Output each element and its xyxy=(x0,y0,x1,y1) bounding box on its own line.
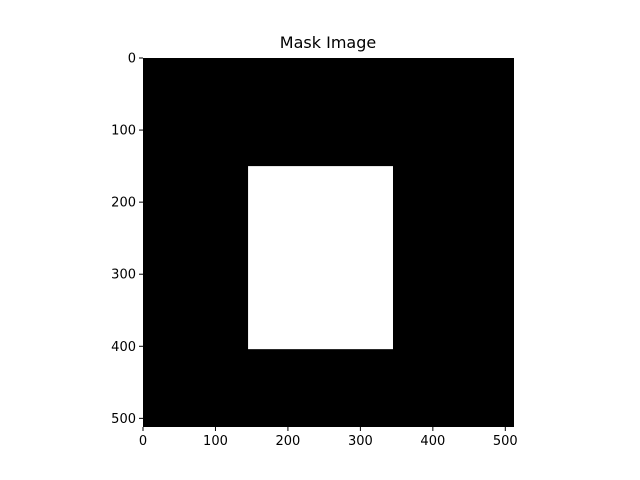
x-tick-label: 200 xyxy=(276,434,301,449)
y-tick-label: 200 xyxy=(111,196,136,211)
chart-title: Mask Image xyxy=(280,33,376,52)
x-tick-label: 300 xyxy=(348,434,373,449)
y-tick-label: 500 xyxy=(111,412,136,427)
plot-area xyxy=(143,58,514,427)
x-tick-label: 0 xyxy=(139,434,147,449)
mask-region-1 xyxy=(248,166,393,350)
x-tick-label: 500 xyxy=(493,434,518,449)
y-tick-label: 0 xyxy=(128,52,136,67)
x-axis: 0 100 200 300 400 500 xyxy=(139,427,518,449)
y-axis: 0 100 200 300 400 500 xyxy=(111,52,143,427)
x-tick-label: 400 xyxy=(420,434,445,449)
y-tick-label: 300 xyxy=(111,268,136,283)
y-tick-label: 100 xyxy=(111,124,136,139)
x-tick-label: 100 xyxy=(203,434,228,449)
y-tick-label: 400 xyxy=(111,340,136,355)
